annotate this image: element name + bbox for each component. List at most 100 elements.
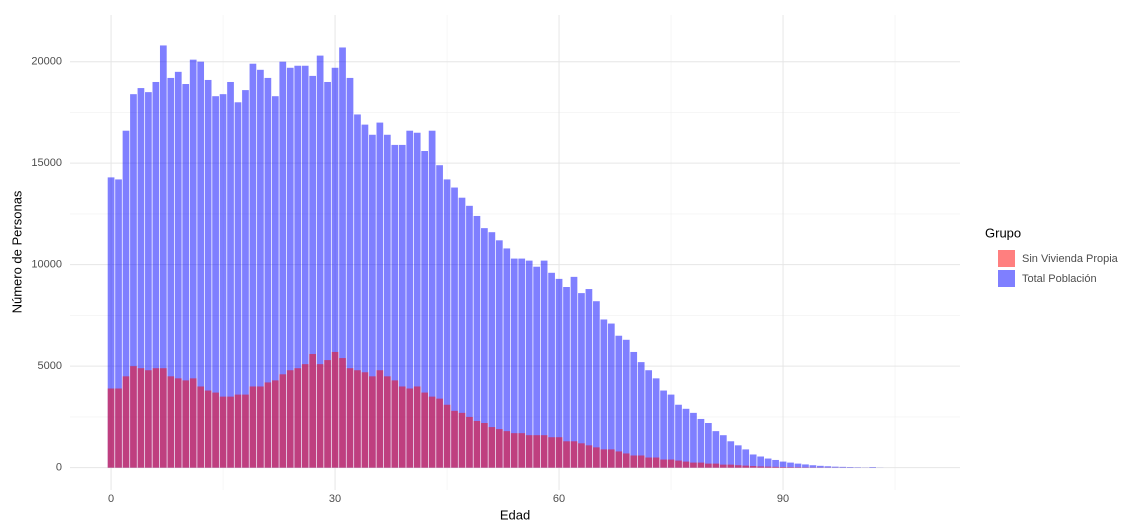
bar [608,324,615,468]
bar [690,463,697,468]
bar [787,467,794,468]
bar [824,466,831,467]
bar [526,435,533,467]
bar [645,370,652,467]
bar [235,395,242,468]
bar [533,435,540,467]
bar [847,467,854,468]
legend-key [998,270,1015,287]
bar [287,370,294,467]
bar [444,405,451,468]
bar [750,466,757,468]
bar [167,376,174,467]
bar [600,319,607,467]
x-tick-label: 0 [108,493,114,505]
bar [265,382,272,467]
bar [675,461,682,468]
bar [414,386,421,467]
bar [653,378,660,467]
bar [242,395,249,468]
bar [153,368,160,467]
bar [623,453,630,467]
bar [600,449,607,467]
bar [690,413,697,468]
bar [138,368,145,467]
bar [339,358,346,468]
bar [250,386,257,467]
bar [115,389,122,468]
bar [474,421,481,468]
bar [563,287,570,468]
bar [623,340,630,468]
bar [712,431,719,468]
bar [675,405,682,468]
bar [683,409,690,468]
bar [735,445,742,467]
bar [795,464,802,468]
bar [660,460,667,468]
bar [645,458,652,468]
bar [436,399,443,468]
bar [212,393,219,468]
bar [772,460,779,468]
bar [839,467,846,468]
bar [660,391,667,468]
bar [578,443,585,467]
bar [720,465,727,468]
bar [556,437,563,467]
y-tick-label: 5000 [38,360,62,372]
bar [653,458,660,468]
bar [742,466,749,468]
bar [406,389,413,468]
bar [160,368,167,467]
y-tick-label: 10000 [31,259,62,271]
bar [593,301,600,467]
bar [451,411,458,468]
bar [698,463,705,468]
bar [608,449,615,467]
bar [302,364,309,468]
bar [257,386,264,467]
bar [586,445,593,467]
bar [376,370,383,467]
bar [869,467,876,468]
bar [668,460,675,468]
legend-key [998,250,1015,267]
bar [130,366,137,467]
bar [638,362,645,468]
x-tick-label: 30 [329,493,341,505]
bar [145,370,152,467]
bar [727,465,734,468]
bar [496,429,503,468]
legend-label: Total Población [1022,273,1097,285]
bar [503,431,510,468]
legend-label: Sin Vivienda Propia [1022,253,1119,265]
bar [705,423,712,468]
bar [742,449,749,467]
bar [593,447,600,467]
bar [615,336,622,468]
bar [630,455,637,467]
bar [123,376,130,467]
bar [362,372,369,467]
legend-title: Grupo [985,225,1021,240]
bar [757,466,764,467]
y-tick-label: 15000 [31,157,62,169]
bar [563,441,570,467]
bar [294,368,301,467]
bar [638,455,645,467]
bar [765,467,772,468]
bar [354,370,361,467]
bar [780,467,787,468]
bar [578,293,585,468]
bar [615,451,622,467]
bar [347,368,354,467]
x-axis-label: Edad [500,507,530,522]
bar [175,378,182,467]
bar [757,457,764,468]
bar [108,389,115,468]
bar [712,464,719,468]
bar [541,435,548,467]
x-tick-label: 90 [777,493,789,505]
bar [518,433,525,468]
